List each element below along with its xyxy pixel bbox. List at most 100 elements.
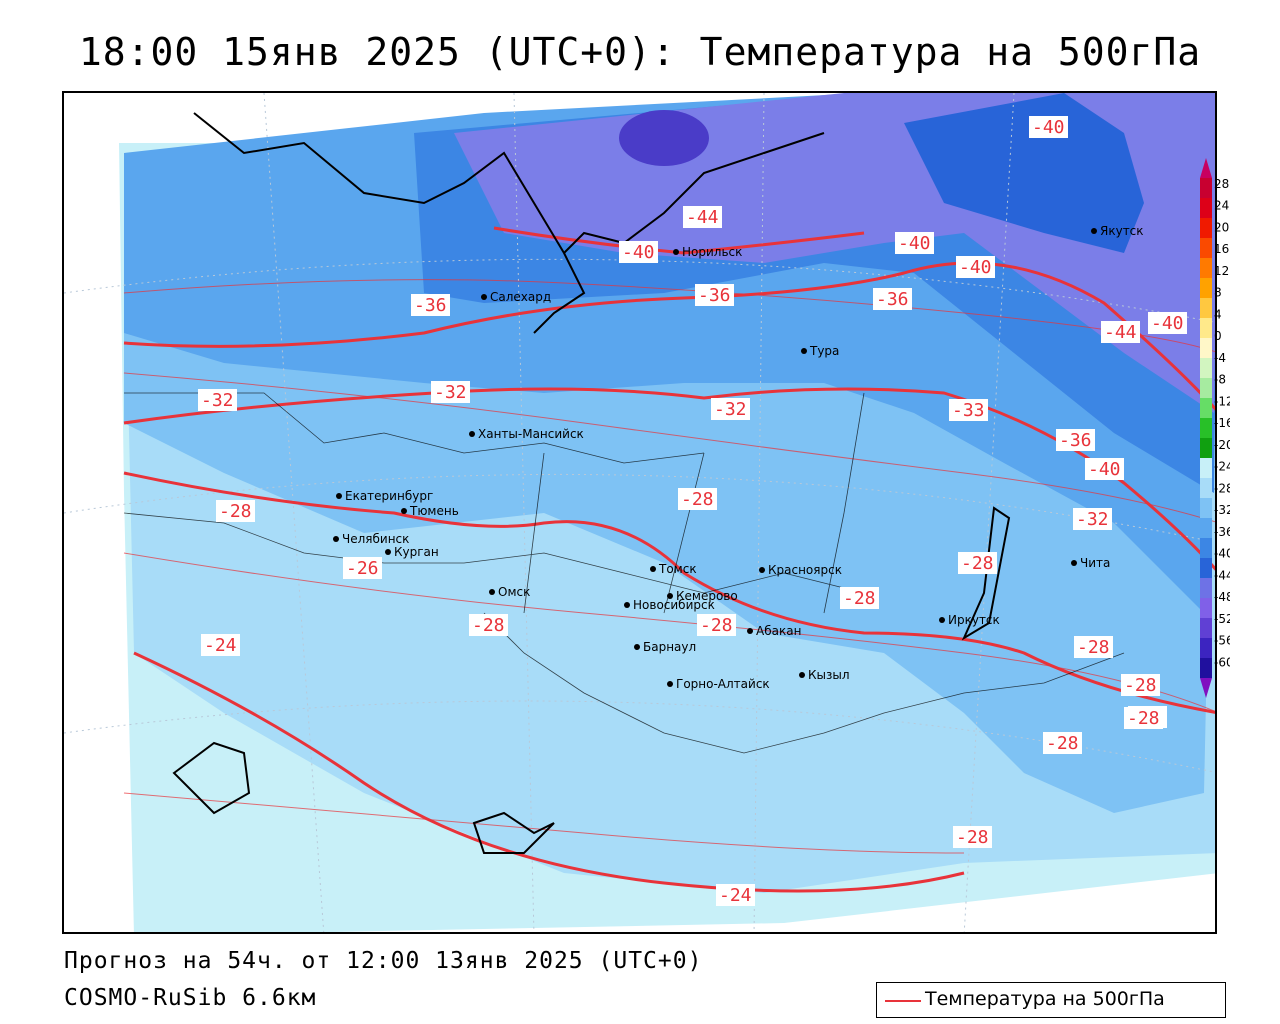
isoline-label: -44 [1101, 321, 1140, 343]
legend-line [885, 1000, 921, 1002]
city-label: Салехард [490, 290, 551, 304]
colorbar-segment [1200, 198, 1212, 218]
colorbar-segment [1200, 338, 1212, 358]
svg-text:-36: -36 [876, 289, 909, 310]
city-label: Кызыл [808, 668, 850, 682]
colorbar-top-arrow [1200, 158, 1212, 178]
isoline-label: -32 [198, 389, 237, 411]
city-dot [469, 431, 475, 437]
colorbar-bottom-arrow [1200, 678, 1212, 698]
isoline-label: -24 [716, 884, 755, 906]
colorbar-tick-label: -12 [1214, 394, 1230, 408]
legend: Температура на 500гПа [876, 982, 1226, 1018]
colorbar-segment [1200, 318, 1212, 338]
city-dot [759, 567, 765, 573]
colorbar-tick-label: -8 [1214, 373, 1226, 387]
colorbar-segment [1200, 518, 1212, 538]
colorbar-segment [1200, 438, 1212, 458]
colorbar-tick-label: -24 [1214, 460, 1230, 474]
city-dot [401, 508, 407, 514]
colorbar-tick-label: -28 [1214, 481, 1230, 495]
city-label: Тюмень [409, 504, 459, 518]
legend-label: Температура на 500гПа [925, 988, 1165, 1010]
city-dot [673, 249, 679, 255]
city-dot [481, 294, 487, 300]
svg-text:-44: -44 [1104, 322, 1137, 343]
city-dot [667, 681, 673, 687]
city-label: Иркутск [948, 613, 1000, 627]
colorbar-tick-label: -56 [1214, 634, 1230, 648]
field-minus48 [904, 93, 1144, 253]
isotherms-thin [123, 279, 1215, 854]
cities-layer: Якутск Норильск Салехард Тура Ханты-Мансийск… [333, 224, 1144, 691]
svg-text:-26: -26 [346, 558, 379, 579]
colorbar-tick-label: -52 [1214, 612, 1230, 626]
city-label: Горно-Алтайск [676, 677, 770, 691]
city-dot [624, 602, 630, 608]
colorbar-tick-label: 20 [1214, 220, 1229, 234]
city-dot [333, 536, 339, 542]
isoline-label: -28 [1121, 674, 1160, 696]
svg-text:-28: -28 [1124, 675, 1157, 696]
colorbar-segment [1200, 418, 1212, 438]
city-label: Чита [1080, 556, 1110, 570]
svg-text:-24: -24 [204, 635, 237, 656]
svg-text:-32: -32 [714, 399, 747, 420]
svg-text:-28: -28 [1077, 637, 1110, 658]
isoline-label: -44 [683, 206, 722, 228]
colorbar-tick-label: -60 [1214, 655, 1230, 669]
isoline-label: -28 [469, 614, 508, 636]
isoline-label: -28 [840, 587, 879, 609]
svg-text:-40: -40 [898, 233, 931, 254]
isoline-label: -40 [1029, 116, 1068, 138]
isoline-label: -40 [1148, 312, 1187, 334]
city-dot [489, 589, 495, 595]
svg-text:-24: -24 [719, 885, 752, 906]
city-label: Абакан [756, 624, 801, 638]
city-label: Екатеринбург [345, 489, 433, 503]
model-text: COSMO-RuSib 6.6км [64, 985, 317, 1011]
city-dot [1091, 228, 1097, 234]
colorbar: 28 24 20 16 12 8 4 0 -4 -8 -12 -16 -20 -24 -28 -32 -36 -4… [1200, 158, 1230, 698]
coastlines [172, 112, 1011, 854]
colorbar-tick-label: 12 [1214, 264, 1229, 278]
svg-text:-28: -28 [472, 615, 505, 636]
colorbar-tick-label: -4 [1214, 351, 1226, 365]
svg-text:-28: -28 [961, 553, 994, 574]
colorbar-segment [1200, 558, 1212, 578]
svg-text:-40: -40 [622, 242, 655, 263]
colorbar-segment [1200, 498, 1212, 518]
colorbar-segment [1200, 278, 1212, 298]
colorbar-tick-label: -16 [1214, 416, 1230, 430]
isoline-label: -33 [949, 399, 988, 421]
city-label: Томск [658, 562, 697, 576]
isoline-label: -28 [1124, 707, 1163, 729]
svg-text:-40: -40 [1088, 459, 1121, 480]
isoline-label: -24 [201, 634, 240, 656]
city-dot [939, 617, 945, 623]
temperature-map: Якутск Норильск Салехард Тура Ханты-Мансийск… [62, 91, 1217, 934]
svg-text:-28: -28 [843, 588, 876, 609]
city-dot [336, 493, 342, 499]
isoline-label: -28 [697, 614, 736, 636]
isoline-label: -36 [1056, 429, 1095, 451]
colorbar-segment [1200, 298, 1212, 318]
city-label: Якутск [1100, 224, 1144, 238]
colorbar-segment [1200, 638, 1212, 658]
svg-text:-40: -40 [1151, 313, 1184, 334]
isoline-label: -40 [1085, 458, 1124, 480]
isoline-label: -40 [895, 232, 934, 254]
city-label: Курган [394, 545, 439, 559]
city-dot [801, 348, 807, 354]
svg-text:-36: -36 [698, 285, 731, 306]
colorbar-tick-label: 16 [1214, 242, 1229, 256]
city-dot [799, 672, 805, 678]
admin-borders [123, 392, 1125, 754]
city-label: Челябинск [342, 532, 409, 546]
svg-text:-40: -40 [959, 257, 992, 278]
city-dot [650, 566, 656, 572]
svg-text:-36: -36 [414, 295, 447, 316]
isoline-label: -28 [216, 500, 255, 522]
colorbar-segment [1200, 178, 1212, 198]
svg-text:-28: -28 [956, 827, 989, 848]
